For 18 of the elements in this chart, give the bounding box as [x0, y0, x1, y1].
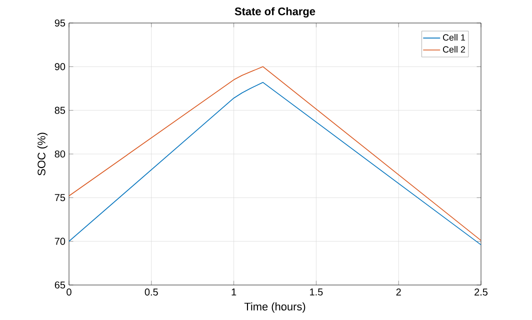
y-tick-label: 70	[54, 238, 66, 245]
chart-title: State of Charge	[234, 7, 316, 18]
x-tick-label: 1.5	[310, 288, 323, 296]
y-tick-label: 90	[54, 63, 66, 70]
y-tick-label: 85	[54, 106, 66, 114]
y-tick-label: 95	[54, 19, 66, 27]
legend-label: Cell 2	[442, 46, 465, 53]
x-tick-label: 2.5	[474, 288, 488, 296]
legend-label: Cell 1	[442, 34, 466, 41]
y-tick-label: 75	[54, 194, 66, 202]
x-tick-label: 0.5	[144, 288, 158, 296]
y-tick-label: 80	[54, 150, 66, 158]
y-tick-label: 65	[54, 281, 66, 289]
x-tick-label: 2	[396, 288, 401, 296]
y-axis-title: SOC (%)	[37, 132, 48, 176]
x-tick-label: 0	[66, 288, 72, 296]
x-tick-label: 1	[232, 288, 236, 296]
x-axis-title: Time (hours)	[244, 302, 306, 313]
